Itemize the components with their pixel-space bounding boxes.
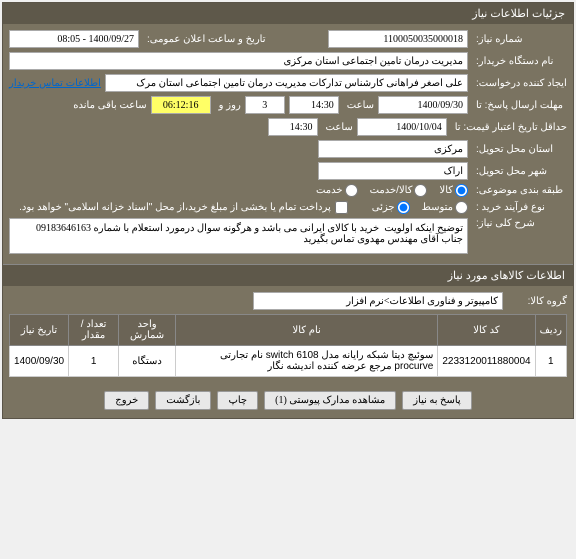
response-date-input[interactable] <box>378 96 468 114</box>
cell-name: سوئیچ دیتا شبکه رایانه مدل switch 6108 ن… <box>176 346 438 377</box>
th-code: کد کالا <box>438 315 535 346</box>
province-label: استان محل تحویل: <box>472 144 567 155</box>
form-body: شماره نیاز: تاریخ و ساعت اعلان عمومی: نا… <box>3 24 573 264</box>
days-count-input[interactable] <box>245 96 285 114</box>
cat-service-radio[interactable] <box>414 184 427 197</box>
requester-input[interactable] <box>105 74 468 92</box>
desc-label: شرح کلی نیاز: <box>472 218 567 229</box>
table-row[interactable]: 1 2233120011880004 سوئیچ دیتا شبکه رایان… <box>10 346 567 377</box>
remaining-time-input <box>151 96 211 114</box>
table-header-row: ردیف کد کالا نام کالا واحد شمارش تعداد /… <box>10 315 567 346</box>
response-deadline-label: مهلت ارسال پاسخ: تا <box>472 100 567 111</box>
category-label: طبقه بندی موضوعی: <box>472 185 567 196</box>
back-button[interactable]: بازگشت <box>155 391 211 410</box>
th-date: تاریخ نیاز <box>10 315 69 346</box>
req-number-input[interactable] <box>328 30 468 48</box>
payment-checkbox-row: پرداخت تمام یا بخشی از مبلغ خرید،از محل … <box>19 201 348 214</box>
button-bar: پاسخ به نیاز مشاهده مدارک پیوستی (1) چاپ… <box>3 383 573 418</box>
buyer-org-input[interactable] <box>9 52 468 70</box>
exit-button[interactable]: خروج <box>104 391 149 410</box>
cell-qty: 1 <box>69 346 119 377</box>
validity-time-input[interactable] <box>268 118 318 136</box>
remaining-label: ساعت باقی مانده <box>69 100 146 111</box>
buyer-org-label: نام دستگاه خریدار: <box>472 56 567 67</box>
main-panel: جزئیات اطلاعات نیاز شماره نیاز: تاریخ و … <box>2 2 574 419</box>
cat-only-service-option[interactable]: خدمت <box>316 184 358 197</box>
proc-medium-option[interactable]: متوسط <box>422 201 468 214</box>
cat-goods-option[interactable]: کالا <box>439 184 468 197</box>
group-label: گروه کالا: <box>507 296 567 307</box>
response-time-input[interactable] <box>289 96 339 114</box>
days-label: روز و <box>215 100 241 111</box>
validity-date-input[interactable] <box>357 118 447 136</box>
th-name: نام کالا <box>176 315 438 346</box>
cell-unit: دستگاه <box>119 346 176 377</box>
payment-checkbox[interactable] <box>335 201 348 214</box>
proc-medium-radio[interactable] <box>455 201 468 214</box>
cat-goods-radio[interactable] <box>455 184 468 197</box>
time-label-2: ساعت <box>322 122 353 133</box>
province-input[interactable] <box>318 140 468 158</box>
cell-row: 1 <box>535 346 566 377</box>
attachments-button[interactable]: مشاهده مدارک پیوستی (1) <box>264 391 396 410</box>
th-unit: واحد شمارش <box>119 315 176 346</box>
announce-datetime-label: تاریخ و ساعت اعلان عمومی: <box>143 34 266 45</box>
payment-note: پرداخت تمام یا بخشی از مبلغ خرید،از محل … <box>19 202 331 213</box>
print-button[interactable]: چاپ <box>217 391 258 410</box>
th-qty: تعداد / مقدار <box>69 315 119 346</box>
category-radio-group: کالا کالا/خدمت خدمت <box>316 184 468 197</box>
req-number-label: شماره نیاز: <box>472 34 567 45</box>
cat-only-service-radio[interactable] <box>345 184 358 197</box>
items-section-header: اطلاعات کالاهای مورد نیاز <box>3 264 573 286</box>
city-input[interactable] <box>318 162 468 180</box>
desc-textarea[interactable] <box>9 218 468 254</box>
th-row: ردیف <box>535 315 566 346</box>
cat-service-option[interactable]: کالا/خدمت <box>370 184 428 197</box>
items-table: ردیف کد کالا نام کالا واحد شمارش تعداد /… <box>9 314 567 377</box>
process-label: نوع فرآیند خرید : <box>472 202 567 213</box>
panel-title: جزئیات اطلاعات نیاز <box>3 3 573 24</box>
announce-datetime-input[interactable] <box>9 30 139 48</box>
contact-link[interactable]: اطلاعات تماس خریدار <box>9 78 101 89</box>
time-label-1: ساعت <box>343 100 374 111</box>
items-body: گروه کالا: ردیف کد کالا نام کالا واحد شم… <box>3 286 573 383</box>
cell-code: 2233120011880004 <box>438 346 535 377</box>
process-radio-group: متوسط جزئی <box>372 201 468 214</box>
cell-date: 1400/09/30 <box>10 346 69 377</box>
city-label: شهر محل تحویل: <box>472 166 567 177</box>
requester-label: ایجاد کننده درخواست: <box>472 78 567 89</box>
proc-small-option[interactable]: جزئی <box>372 201 410 214</box>
proc-small-radio[interactable] <box>397 201 410 214</box>
group-input[interactable] <box>253 292 503 310</box>
validity-label: حداقل تاریخ اعتبار قیمت: تا <box>451 122 567 133</box>
respond-button[interactable]: پاسخ به نیاز <box>402 391 472 410</box>
